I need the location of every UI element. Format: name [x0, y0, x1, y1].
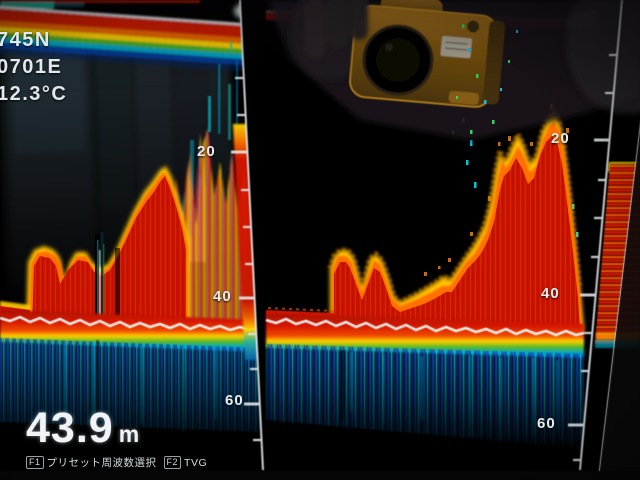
f2-key-badge: F2: [163, 456, 182, 469]
depth-unit: m: [118, 421, 140, 447]
f1-label: プリセット周波数選択: [46, 457, 157, 469]
depth-label-right-20: 20: [551, 130, 570, 147]
depth-value: 43.9: [26, 404, 114, 452]
depth-label-right-40: 40: [541, 285, 560, 302]
depth-label-left-40: 40: [213, 288, 232, 305]
position-line1: 745N: [0, 29, 51, 51]
softkey-f2[interactable]: F2 TVG: [163, 456, 208, 469]
softkey-f1[interactable]: F1 プリセット周波数選択: [26, 455, 157, 470]
depth-label-left-20: 20: [197, 143, 216, 160]
depth-label-right-60: 60: [537, 415, 556, 432]
f1-key-badge: F1: [26, 456, 44, 469]
position-line2: 0701E: [0, 56, 63, 78]
softkey-bar: F1 プリセット周波数選択 F2 TVG: [26, 455, 207, 470]
depth-readout: 43.9 m: [26, 404, 139, 453]
water-temperature: 12.3°C: [0, 83, 68, 105]
f2-label: TVG: [184, 456, 208, 469]
depth-label-left-60: 60: [225, 392, 244, 409]
position-readout: 745N 0701E 12.3°C: [0, 27, 67, 108]
